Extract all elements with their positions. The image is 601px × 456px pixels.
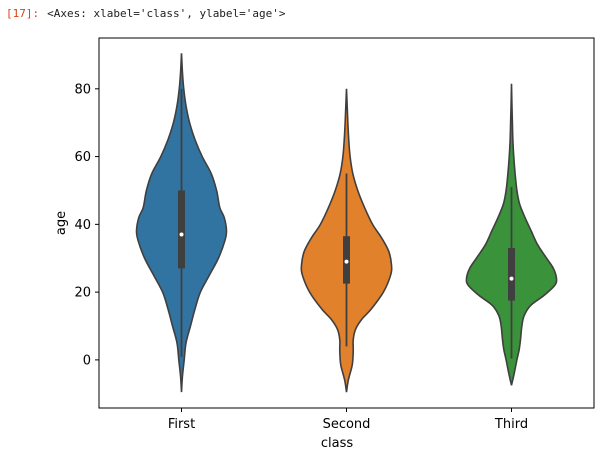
y-tick-label: 80: [74, 82, 91, 97]
y-axis-label: age: [54, 211, 69, 235]
x-axis-label: class: [321, 436, 353, 451]
x-tick-label-first: First: [168, 417, 195, 432]
y-tick-label: 60: [74, 150, 91, 165]
violins-layer: [135, 53, 558, 393]
x-axis: First Second Third: [168, 408, 528, 432]
median-dot-third: [509, 276, 514, 281]
median-dot-first: [179, 232, 184, 237]
iqr-box-third: [508, 248, 515, 301]
y-tick-label: 20: [74, 286, 91, 301]
y-axis: 0 20 40 60 80: [74, 82, 99, 368]
output-prompt-row: [17]: <Axes: xlabel='class', ylabel='age…: [6, 4, 286, 22]
axes-repr-text: <Axes: xlabel='class', ylabel='age'>: [47, 6, 286, 20]
x-tick-label-second: Second: [323, 417, 371, 432]
y-tick-label: 40: [74, 218, 91, 233]
y-tick-label: 0: [83, 353, 91, 368]
median-dot-second: [344, 259, 349, 264]
x-tick-label-third: Third: [494, 417, 528, 432]
execution-count-prompt: [17]:: [6, 6, 40, 20]
iqr-box-first: [178, 190, 185, 269]
